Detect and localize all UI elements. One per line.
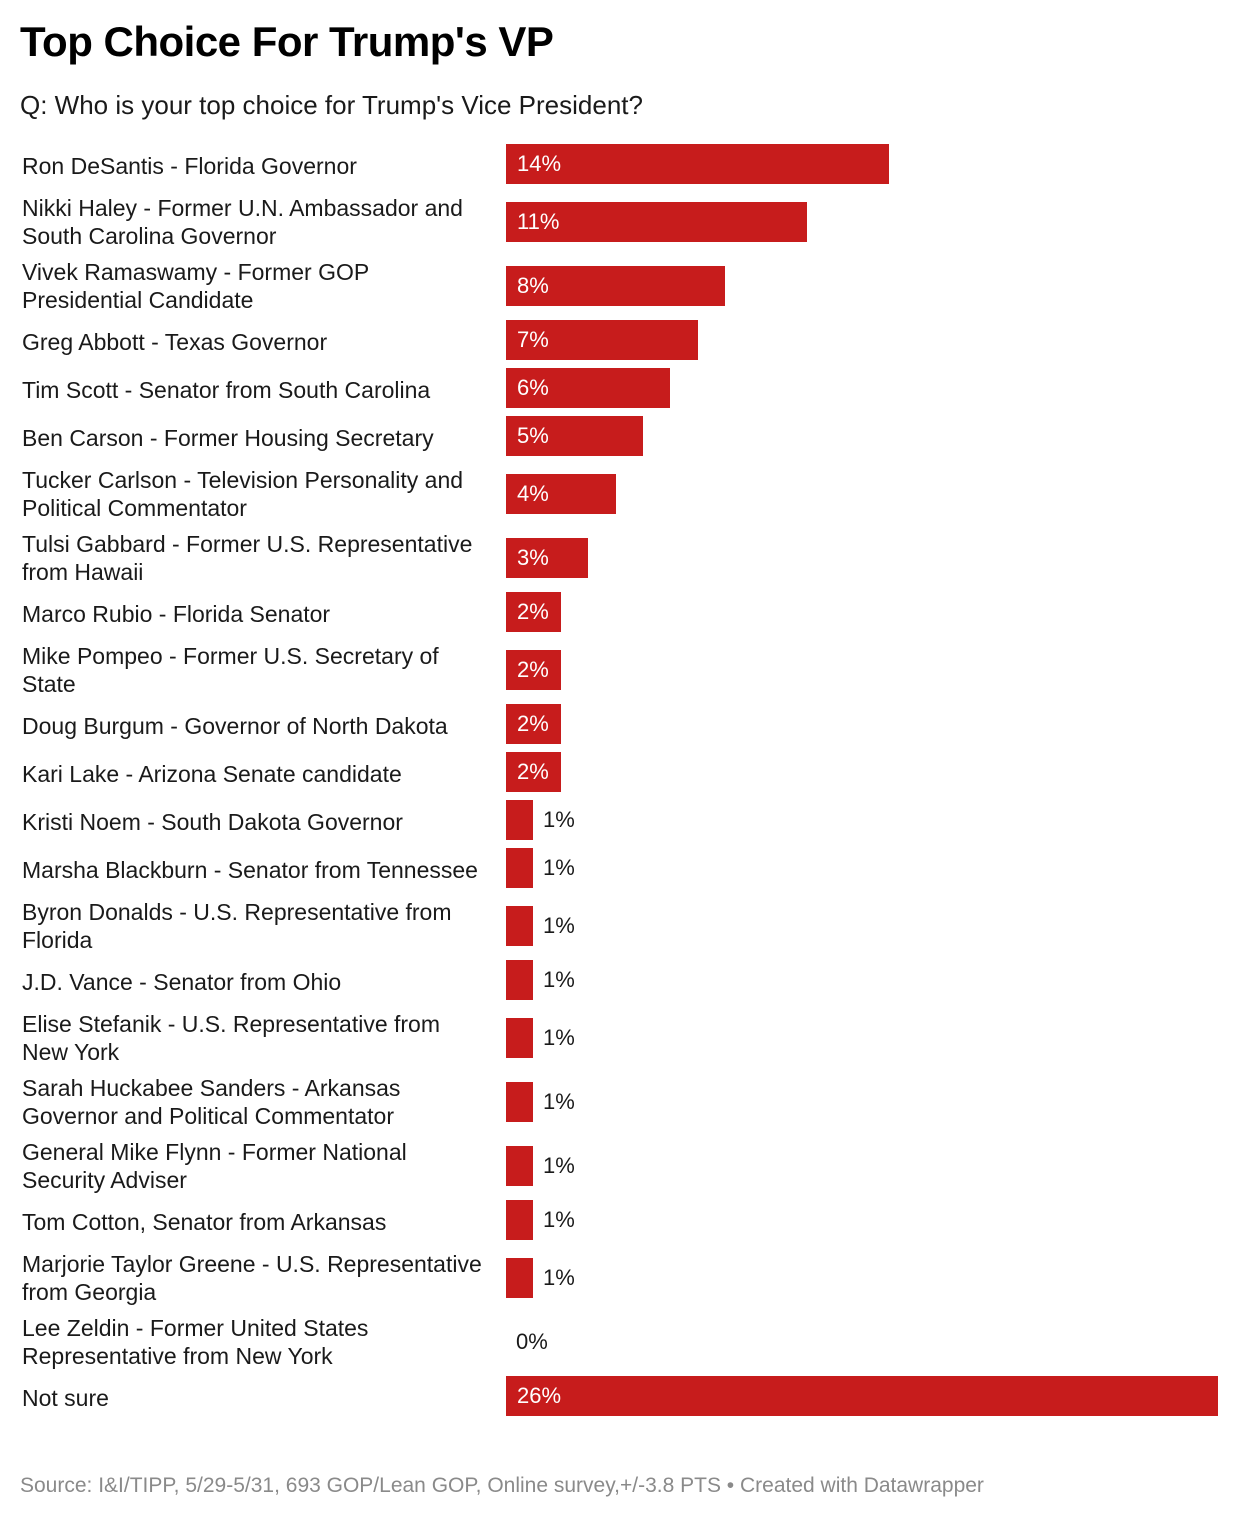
category-label: General Mike Flynn - Former National Secu…: [22, 1139, 407, 1193]
bar-value-label: 2%: [517, 711, 549, 736]
bar: [506, 906, 533, 946]
bar: [506, 1018, 533, 1058]
bar-value-label: 4%: [517, 481, 549, 506]
bar-value-label: 1%: [543, 1207, 575, 1232]
category-label: Not sure: [22, 1385, 109, 1411]
bar-value-label: 1%: [543, 967, 575, 992]
bar: [506, 1376, 1218, 1416]
bar: [506, 592, 561, 632]
category-label: J.D. Vance - Senator from Ohio: [22, 969, 342, 995]
bar-value-label: 14%: [517, 151, 562, 176]
bar: [506, 704, 561, 744]
category-label: Byron Donalds - U.S. Representative from…: [22, 899, 452, 953]
category-label: Kari Lake - Arizona Senate candidate: [22, 761, 402, 787]
bar-value-label: 6%: [517, 375, 549, 400]
category-label: Mike Pompeo - Former U.S. Secretary of St…: [22, 643, 439, 697]
bar-value-label: 1%: [543, 855, 575, 880]
bar-value-label: 1%: [543, 913, 575, 938]
bar-value-label: 1%: [543, 1153, 575, 1178]
bar: [506, 416, 643, 456]
bar: [506, 1200, 533, 1240]
bar-value-label: 7%: [517, 327, 549, 352]
bar-value-label: 2%: [517, 657, 549, 682]
category-label: Sarah Huckabee Sanders - Arkansas Governo…: [22, 1075, 401, 1129]
bar: [506, 538, 588, 578]
category-label: Ron DeSantis - Florida Governor: [22, 153, 357, 179]
bar: [506, 960, 533, 1000]
bar: [506, 1146, 533, 1186]
bar: [506, 368, 670, 408]
bar-value-label: 0%: [516, 1329, 548, 1354]
bar-value-label: 5%: [517, 423, 549, 448]
category-label: Ben Carson - Former Housing Secretary: [22, 425, 434, 451]
category-label: Tucker Carlson - Television Personality …: [22, 467, 464, 521]
bar: [506, 202, 807, 242]
bar: [506, 1082, 533, 1122]
category-label: Marsha Blackburn - Senator from Tennesse…: [22, 857, 478, 883]
category-label: Tulsi Gabbard - Former U.S. Representati…: [22, 531, 473, 585]
bar: [506, 144, 889, 184]
category-label: Kristi Noem - South Dakota Governor: [22, 809, 403, 835]
bar-value-label: 1%: [543, 807, 575, 832]
bar: [506, 474, 616, 514]
bar-value-label: 3%: [517, 545, 549, 570]
bar: [506, 320, 698, 360]
source-footer: Source: I&I/TIPP, 5/29-5/31, 693 GOP/Lea…: [20, 1474, 984, 1497]
bar-value-label: 1%: [543, 1089, 575, 1114]
category-label: Tim Scott - Senator from South Carolina: [22, 377, 431, 403]
bar: [506, 800, 533, 840]
chart-subtitle: Q: Who is your top choice for Trump's Vi…: [20, 90, 643, 120]
bar-value-label: 2%: [517, 599, 549, 624]
bar: [506, 266, 725, 306]
chart-title: Top Choice For Trump's VP: [20, 18, 554, 65]
bar-value-label: 1%: [543, 1025, 575, 1050]
bar: [506, 752, 561, 792]
bar: [506, 848, 533, 888]
bar-value-label: 1%: [543, 1265, 575, 1290]
category-label: Nikki Haley - Former U.N. Ambassador and…: [22, 195, 463, 249]
bar-value-label: 2%: [517, 759, 549, 784]
bar-value-label: 26%: [517, 1383, 562, 1408]
category-label: Doug Burgum - Governor of North Dakota: [22, 713, 448, 739]
category-label: Lee Zeldin - Former United States Represe…: [22, 1315, 369, 1369]
category-label: Elise Stefanik - U.S. Representative fro…: [22, 1011, 440, 1065]
category-label: Tom Cotton, Senator from Arkansas: [22, 1209, 387, 1235]
bar-value-label: 8%: [517, 273, 549, 298]
category-label: Marjorie Taylor Greene - U.S. Representa…: [22, 1251, 482, 1305]
category-label: Vivek Ramaswamy - Former GOP Presidential…: [22, 259, 370, 313]
bar-value-label: 11%: [517, 209, 560, 234]
category-label: Marco Rubio - Florida Senator: [22, 601, 331, 627]
bar: [506, 650, 561, 690]
category-label: Greg Abbott - Texas Governor: [22, 329, 328, 355]
bar: [506, 1258, 533, 1298]
